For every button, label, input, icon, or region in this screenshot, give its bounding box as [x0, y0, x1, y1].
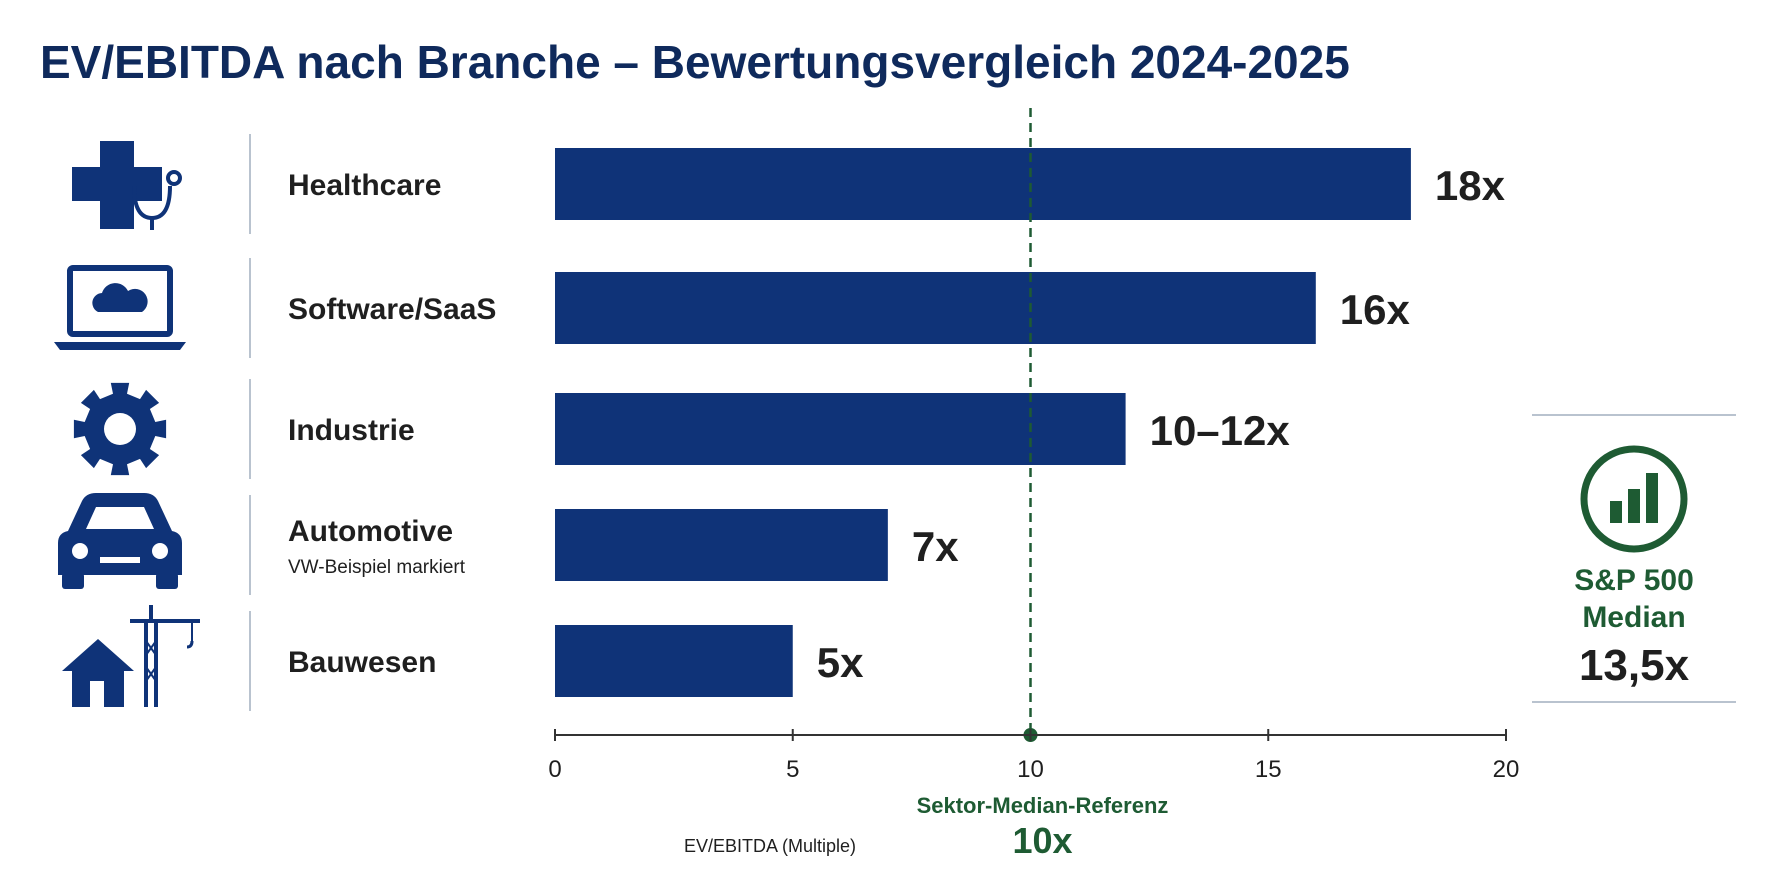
bar-value-label: 18x: [1435, 162, 1506, 209]
crane-bracing: [145, 640, 157, 682]
sp500-sublabel: Median: [1582, 601, 1685, 634]
x-tick-label: 20: [1493, 756, 1520, 783]
car-grille: [100, 557, 140, 563]
category-label: Automotive: [288, 515, 453, 548]
circle-ring: [1580, 445, 1688, 553]
category-sublabel: VW-Beispiel markiert: [288, 557, 466, 578]
car-headlight-right: [152, 543, 168, 559]
bar-value-label: 7x: [912, 523, 959, 570]
medical-cross-stethoscope-icon: [72, 141, 182, 230]
house-shape: [62, 639, 134, 707]
cross-shape: [72, 141, 162, 229]
laptop-cloud-icon: [54, 265, 186, 350]
bar-tall: [1646, 473, 1658, 523]
category-label: Software/SaaS: [288, 293, 496, 326]
chart-title: EV/EBITDA nach Branche – Bewertungsvergl…: [40, 36, 1350, 88]
bar: [555, 272, 1316, 344]
laptop-screen: [67, 265, 173, 337]
gear-hole: [104, 413, 136, 445]
car-icon: [58, 493, 182, 589]
crane-hook: [186, 640, 194, 649]
x-tick-label: 10: [1017, 756, 1044, 783]
house-crane-icon: [62, 605, 200, 707]
house-door: [90, 681, 104, 707]
car-headlight-left: [72, 543, 88, 559]
bar-chart-circle-icon: [1580, 445, 1688, 553]
bar-value-label: 10–12x: [1150, 407, 1291, 454]
crane-structure: [130, 605, 200, 707]
bar: [555, 509, 888, 581]
reference-label: Sektor-Median-Referenz: [917, 793, 1169, 818]
reference-value-label: 10x: [1012, 820, 1072, 861]
stethoscope-head: [166, 170, 182, 186]
laptop-base: [54, 342, 186, 350]
car-body: [58, 493, 182, 575]
car-wheel-right: [156, 573, 178, 589]
bar-value-label: 16x: [1340, 286, 1411, 333]
gear-icon: [73, 382, 167, 476]
bar: [555, 393, 1126, 465]
sp500-value: 13,5x: [1579, 641, 1690, 690]
sp500-panel: S&P 500 Median 13,5x: [1532, 414, 1736, 703]
bar: [555, 625, 793, 697]
bar: [555, 148, 1411, 220]
x-tick-label: 15: [1255, 756, 1282, 783]
category-label: Bauwesen: [288, 646, 436, 679]
x-axis-title: EV/EBITDA (Multiple): [684, 836, 856, 856]
bar-small: [1610, 501, 1622, 523]
sp500-label: S&P 500: [1574, 564, 1694, 597]
bar-medium: [1628, 489, 1640, 523]
category-label: Healthcare: [288, 169, 441, 202]
bar-value-label: 5x: [817, 639, 864, 686]
car-wheel-left: [62, 573, 84, 589]
category-label: Industrie: [288, 414, 415, 447]
x-tick-label: 0: [548, 756, 561, 783]
cloud-shape: [92, 283, 148, 312]
car-window: [86, 507, 154, 529]
x-tick-label: 5: [786, 756, 799, 783]
